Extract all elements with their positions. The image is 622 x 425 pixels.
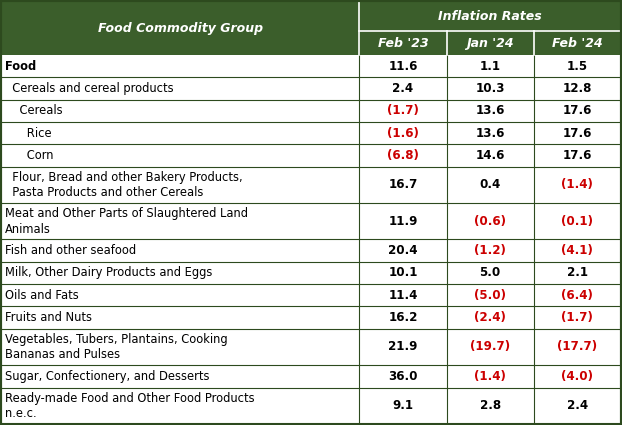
Bar <box>1 77 621 99</box>
Text: 13.6: 13.6 <box>475 104 505 117</box>
Text: (17.7): (17.7) <box>557 340 598 354</box>
Text: 17.6: 17.6 <box>563 104 592 117</box>
Text: (0.6): (0.6) <box>474 215 506 228</box>
Text: 2.4: 2.4 <box>567 399 588 412</box>
Text: 11.4: 11.4 <box>388 289 417 302</box>
Text: Food Commodity Group: Food Commodity Group <box>98 22 262 34</box>
Text: 16.2: 16.2 <box>388 311 417 324</box>
Text: 0.4: 0.4 <box>480 178 501 191</box>
Bar <box>1 306 621 329</box>
Text: (1.7): (1.7) <box>387 104 419 117</box>
Bar <box>1 365 621 388</box>
Bar <box>1 203 621 240</box>
Text: 21.9: 21.9 <box>388 340 417 354</box>
Bar <box>360 31 621 55</box>
Text: (19.7): (19.7) <box>470 340 510 354</box>
Text: Sugar, Confectionery, and Desserts: Sugar, Confectionery, and Desserts <box>5 370 210 383</box>
Bar <box>1 122 621 144</box>
Text: 2.8: 2.8 <box>480 399 501 412</box>
Text: Milk, Other Dairy Products and Eggs: Milk, Other Dairy Products and Eggs <box>5 266 212 280</box>
Text: Fish and other seafood: Fish and other seafood <box>5 244 136 257</box>
Bar <box>1 99 621 122</box>
Text: 11.6: 11.6 <box>388 60 417 73</box>
Text: Corn: Corn <box>5 149 53 162</box>
Bar <box>1 55 621 77</box>
Text: 14.6: 14.6 <box>475 149 505 162</box>
Bar <box>1 388 621 424</box>
Text: 9.1: 9.1 <box>392 399 414 412</box>
Text: Meat and Other Parts of Slaughtered Land
Animals: Meat and Other Parts of Slaughtered Land… <box>5 207 248 235</box>
Text: 10.1: 10.1 <box>388 266 418 280</box>
Text: 20.4: 20.4 <box>388 244 418 257</box>
Bar <box>1 144 621 167</box>
Bar <box>1 284 621 306</box>
Bar <box>1 329 621 365</box>
Text: Rice: Rice <box>5 127 52 139</box>
Text: 17.6: 17.6 <box>563 149 592 162</box>
Text: 5.0: 5.0 <box>480 266 501 280</box>
Text: (6.8): (6.8) <box>387 149 419 162</box>
Text: (1.4): (1.4) <box>562 178 593 191</box>
Text: Cereals: Cereals <box>5 104 63 117</box>
Text: Inflation Rates: Inflation Rates <box>439 9 542 23</box>
Text: 12.8: 12.8 <box>563 82 592 95</box>
Text: (1.6): (1.6) <box>387 127 419 139</box>
Text: 13.6: 13.6 <box>475 127 505 139</box>
Text: Feb '24: Feb '24 <box>552 37 603 49</box>
Text: 2.4: 2.4 <box>392 82 414 95</box>
Text: Vegetables, Tubers, Plantains, Cooking
Bananas and Pulses: Vegetables, Tubers, Plantains, Cooking B… <box>5 333 228 361</box>
Text: (1.2): (1.2) <box>474 244 506 257</box>
Text: (5.0): (5.0) <box>474 289 506 302</box>
Text: Cereals and cereal products: Cereals and cereal products <box>5 82 174 95</box>
Text: (4.1): (4.1) <box>562 244 593 257</box>
Text: Flour, Bread and other Bakery Products,
  Pasta Products and other Cereals: Flour, Bread and other Bakery Products, … <box>5 170 243 199</box>
Text: 36.0: 36.0 <box>388 370 418 383</box>
Text: (4.0): (4.0) <box>562 370 593 383</box>
Text: 17.6: 17.6 <box>563 127 592 139</box>
Bar <box>1 31 360 55</box>
Text: (6.4): (6.4) <box>562 289 593 302</box>
Text: 16.7: 16.7 <box>388 178 417 191</box>
Text: Ready-made Food and Other Food Products
n.e.c.: Ready-made Food and Other Food Products … <box>5 391 254 420</box>
Text: (1.4): (1.4) <box>474 370 506 383</box>
Text: (2.4): (2.4) <box>474 311 506 324</box>
Text: Oils and Fats: Oils and Fats <box>5 289 79 302</box>
Text: (1.7): (1.7) <box>562 311 593 324</box>
Text: Food: Food <box>5 60 36 73</box>
Bar <box>1 1 360 31</box>
Bar <box>1 167 621 203</box>
Text: 10.3: 10.3 <box>475 82 505 95</box>
Text: Feb '23: Feb '23 <box>378 37 429 49</box>
Text: Fruits and Nuts: Fruits and Nuts <box>5 311 92 324</box>
Text: 2.1: 2.1 <box>567 266 588 280</box>
Bar <box>1 240 621 262</box>
Text: 1.5: 1.5 <box>567 60 588 73</box>
Bar <box>360 1 621 31</box>
Text: 1.1: 1.1 <box>480 60 501 73</box>
Bar <box>1 262 621 284</box>
Text: (0.1): (0.1) <box>562 215 593 228</box>
Text: 11.9: 11.9 <box>388 215 417 228</box>
Text: Jan '24: Jan '24 <box>466 37 514 49</box>
